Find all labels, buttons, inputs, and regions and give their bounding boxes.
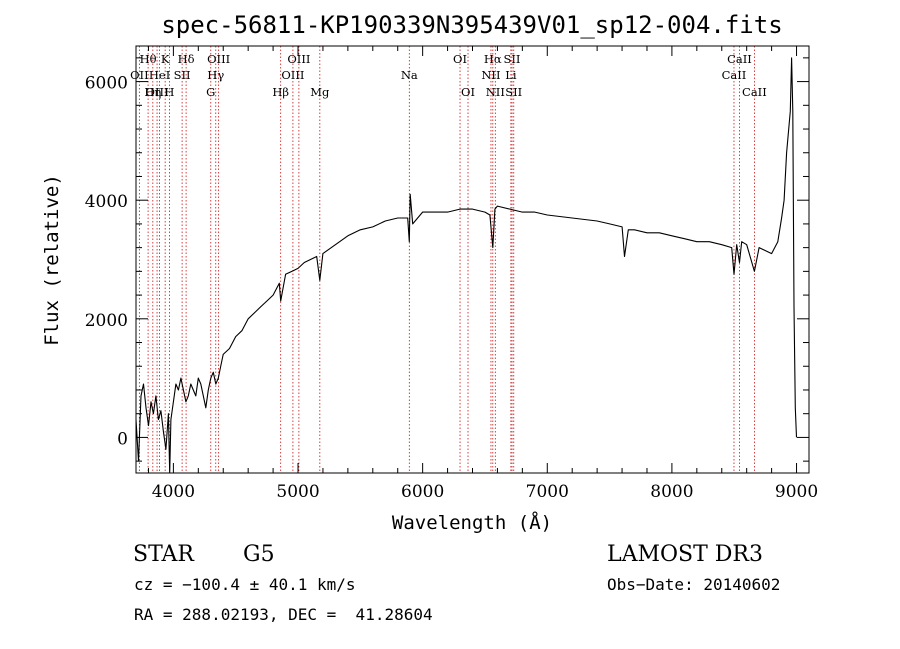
line-marker-label: Hθ <box>140 52 157 66</box>
line-marker-label: OIII <box>281 68 304 82</box>
y-tick-label: 0 <box>117 429 128 449</box>
plot-frame <box>135 45 810 474</box>
x-axis: 4000 5000 6000 7000 8000 9000 <box>147 46 818 502</box>
line-marker-label: CaII <box>722 68 747 82</box>
object-class: STAR <box>133 542 195 567</box>
line-marker-label: Hβ <box>272 85 289 99</box>
x-tick-label: 6000 <box>401 482 444 502</box>
y-tick-label: 4000 <box>85 192 128 212</box>
object-subclass: G5 <box>243 542 275 567</box>
line-marker-label: OIII <box>287 52 310 66</box>
line-marker-label: NII <box>481 68 500 82</box>
line-marker-label: SII <box>505 85 522 99</box>
line-marker-label: Na <box>401 68 418 82</box>
x-tick-label: 5000 <box>276 482 319 502</box>
line-marker-label: Li <box>505 68 517 82</box>
line-marker-label: CaII <box>727 52 752 66</box>
x-tick-label: 9000 <box>775 482 818 502</box>
line-marker-label: OI <box>461 85 475 99</box>
x-tick-label: 4000 <box>152 482 195 502</box>
survey-name: LAMOST DR3 <box>607 542 763 567</box>
line-marker-label: G <box>206 85 215 99</box>
line-marker-label: Hδ <box>178 52 195 66</box>
line-marker-label: SII <box>504 52 521 66</box>
line-marker-label: SII <box>174 68 191 82</box>
line-marker-label: Hγ <box>207 68 224 82</box>
y-tick-label: 6000 <box>85 74 128 94</box>
line-marker-label: K <box>161 52 170 66</box>
line-marker-label: H <box>164 85 174 99</box>
y-axis: 0 2000 4000 6000 <box>85 57 809 462</box>
spectrum-line <box>135 57 798 474</box>
line-marker-label: Hα <box>484 52 502 66</box>
line-marker-label: Hη <box>144 85 161 99</box>
redshift-cz: cz = −100.4 ± 40.1 km/s <box>134 575 356 594</box>
y-tick-label: 2000 <box>85 311 128 331</box>
x-axis-label: Wavelength (Å) <box>392 511 552 534</box>
line-marker-label: OI <box>453 52 467 66</box>
x-tick-label: 7000 <box>526 482 569 502</box>
coordinates: RA = 288.02193, DEC = 41.28604 <box>134 605 433 624</box>
line-marker-label: OIII <box>146 85 169 99</box>
chart-title: spec-56811-KP190339N395439V01_sp12-004.f… <box>161 11 782 39</box>
line-marker-label: HeI <box>149 68 170 82</box>
x-tick-label: 8000 <box>650 482 693 502</box>
observation-date: Obs−Date: 20140602 <box>607 575 780 594</box>
line-marker-label: OIII <box>207 52 230 66</box>
line-marker-label: Mg <box>310 85 330 99</box>
line-marker-label: CaII <box>742 85 767 99</box>
line-marker-label: NII <box>486 85 505 99</box>
line-marker-label: OII <box>130 68 149 82</box>
y-axis-label: Flux (relative) <box>41 174 63 346</box>
